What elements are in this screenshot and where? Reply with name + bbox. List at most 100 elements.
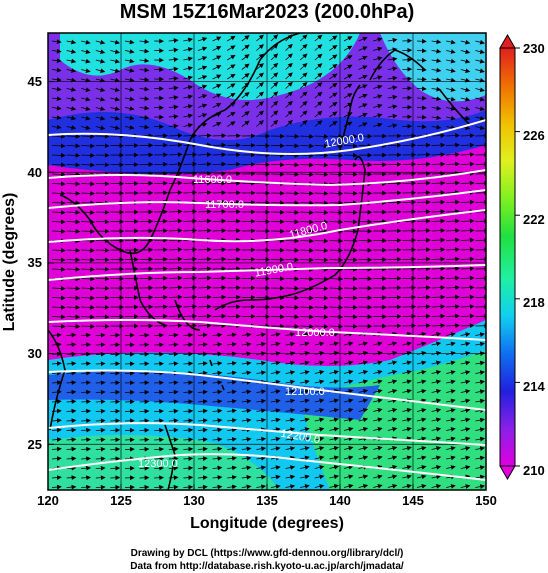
wind-arrow [358, 445, 369, 451]
wind-arrow [416, 446, 427, 451]
wind-arrow [402, 445, 412, 451]
wind-arrow [110, 106, 120, 112]
wind-arrow [256, 120, 264, 127]
x-tick-label: 150 [475, 493, 497, 508]
wind-arrow [197, 332, 208, 338]
wind-arrow [416, 218, 431, 224]
wind-arrow [373, 113, 383, 118]
wind-arrow [446, 370, 456, 375]
wind-arrow [475, 417, 485, 423]
wind-arrow [139, 437, 150, 443]
wind-arrow [241, 465, 252, 471]
x-tick-label: 125 [110, 493, 132, 508]
wind-arrow [197, 133, 212, 138]
map-panel: 11600.0 11700.0 11800.0 11900.0 12000.0 … [48, 33, 486, 490]
wind-arrow [475, 87, 485, 93]
wind-arrow [314, 120, 323, 127]
wind-arrow [168, 209, 183, 214]
wind-arrow [168, 351, 179, 357]
wind-arrow [343, 350, 354, 356]
wind-arrow [446, 313, 460, 319]
wind-arrow [270, 398, 281, 404]
wind-arrow [431, 58, 442, 64]
wind-arrow [95, 342, 106, 348]
wind-arrow [329, 120, 338, 127]
wind-arrow [416, 57, 427, 63]
wind-arrow [460, 142, 475, 148]
wind-arrow [168, 380, 179, 386]
credit-drawing: Drawing by DCL (https://www.gfd-dennou.o… [131, 548, 404, 559]
wind-arrow [139, 67, 150, 73]
wind-arrow [66, 181, 81, 187]
wind-arrow [460, 58, 471, 64]
wind-arrow [110, 58, 120, 64]
wind-arrow [416, 48, 427, 54]
wind-arrow [329, 436, 339, 442]
wind-arrow [416, 389, 427, 394]
wind-arrow [314, 53, 323, 61]
wind-arrow [431, 180, 446, 186]
wind-arrow [110, 77, 120, 83]
wind-arrow [95, 475, 106, 481]
wind-arrow [387, 379, 398, 385]
wind-arrow [270, 119, 279, 127]
wind-arrow [314, 257, 329, 263]
wind-arrow [314, 286, 329, 291]
wind-arrow [446, 256, 460, 262]
wind-arrow [81, 134, 95, 139]
wind-arrow [110, 68, 120, 74]
wind-arrow [256, 398, 267, 404]
wind-arrow [81, 324, 95, 329]
wind-arrow [329, 286, 344, 291]
wind-arrow [197, 380, 208, 385]
wind-arrow [212, 180, 227, 186]
wind-arrow [446, 351, 456, 356]
wind-arrow [212, 199, 227, 205]
wind-arrow [270, 91, 279, 99]
wind-arrow [373, 122, 383, 128]
wind-arrow [358, 93, 368, 99]
wind-arrow [256, 44, 264, 51]
wind-arrow [95, 456, 106, 462]
wind-arrow [51, 96, 62, 102]
wind-arrow [212, 361, 223, 366]
x-tick-label: 140 [329, 493, 351, 508]
wind-arrow [416, 161, 431, 167]
wind-arrow [285, 72, 293, 80]
wind-arrow [183, 275, 198, 281]
wind-arrow [373, 398, 383, 404]
wind-arrow [227, 361, 237, 366]
wind-arrow [270, 100, 279, 108]
wind-arrow [300, 172, 314, 177]
wind-arrow [168, 247, 183, 252]
wind-arrow [212, 332, 223, 338]
wind-arrow [81, 437, 91, 443]
wind-arrow [300, 389, 310, 394]
wind-arrow [358, 379, 369, 385]
wind-arrow [299, 53, 308, 61]
wind-arrow [475, 96, 485, 102]
wind-arrow [51, 229, 66, 234]
wind-arrow [431, 351, 442, 356]
wind-arrow [168, 95, 179, 100]
wind-arrow [212, 256, 227, 262]
wind-arrow [314, 162, 329, 168]
wind-arrow [168, 418, 179, 424]
wind-arrow [241, 398, 252, 404]
wind-arrow [387, 37, 398, 43]
wind-arrow [373, 56, 383, 61]
wind-arrow [358, 417, 369, 423]
wind-arrow [270, 360, 281, 366]
wind-arrow [168, 408, 179, 414]
wind-arrow [212, 285, 227, 291]
wind-arrow [81, 342, 91, 348]
wind-arrow [416, 152, 431, 158]
wind-arrow [314, 436, 325, 442]
wind-arrow [51, 380, 62, 385]
wind-arrow [139, 39, 150, 44]
wind-arrow [431, 370, 442, 375]
wind-arrow [460, 266, 475, 271]
wind-arrow [168, 427, 179, 433]
wind-arrow [212, 294, 227, 300]
wind-arrow [431, 142, 446, 148]
